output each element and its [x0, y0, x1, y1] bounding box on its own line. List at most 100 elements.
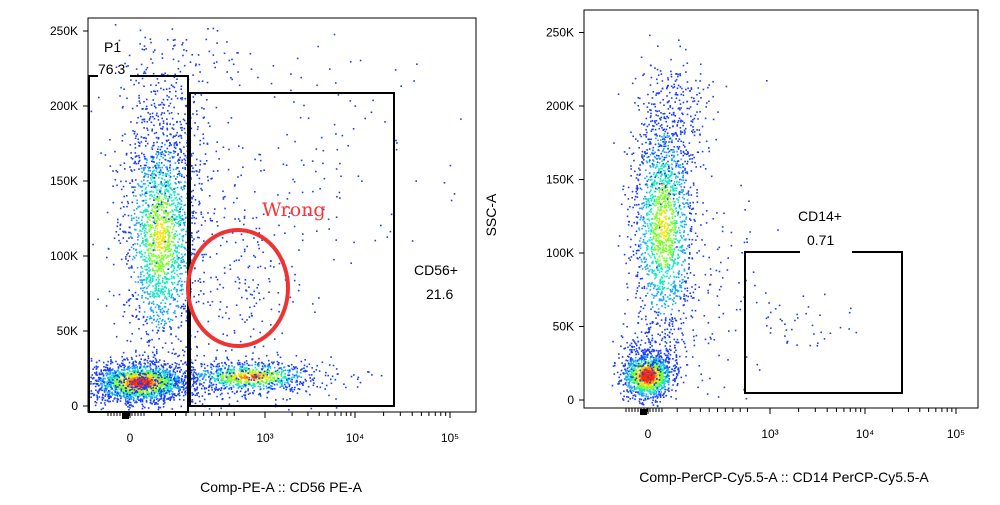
event-dot — [191, 217, 193, 219]
event-dot — [192, 369, 195, 371]
event-dot — [133, 398, 135, 400]
event-dot — [149, 252, 152, 254]
event-dot — [269, 375, 272, 377]
event-dot — [137, 138, 139, 140]
event-dot — [194, 359, 197, 362]
event-dot — [161, 151, 163, 153]
event-dot — [145, 213, 148, 216]
event-dot — [143, 378, 146, 381]
event-dot — [164, 192, 167, 195]
event-dot — [138, 82, 140, 84]
event-dot — [201, 80, 204, 82]
event-dot — [198, 177, 201, 180]
event-dot — [179, 257, 182, 260]
event-dot — [125, 390, 127, 392]
event-dot — [185, 387, 187, 390]
event-dot — [191, 236, 193, 239]
event-dot — [108, 373, 110, 376]
event-dot — [146, 365, 149, 367]
event-dot — [316, 385, 318, 388]
event-dot — [112, 263, 115, 266]
event-dot — [109, 369, 112, 372]
event-dot — [179, 141, 181, 144]
event-dot — [127, 385, 129, 388]
event-dot — [202, 259, 204, 262]
event-dot — [154, 372, 156, 374]
event-dot — [163, 360, 166, 362]
event-dot — [184, 113, 186, 115]
event-dot — [122, 230, 124, 233]
event-dot — [170, 194, 173, 196]
event-dot — [160, 192, 162, 195]
event-dot — [185, 370, 187, 372]
event-dot — [163, 398, 165, 401]
event-dot — [160, 218, 163, 220]
event-dot — [138, 390, 140, 393]
event-dot — [216, 278, 219, 281]
event-dot — [90, 381, 92, 383]
event-dot — [138, 391, 141, 394]
event-dot — [128, 397, 131, 399]
event-dot — [118, 293, 121, 296]
event-dot — [150, 41, 152, 44]
event-dot — [184, 247, 186, 249]
event-dot — [266, 387, 268, 389]
event-dot — [141, 381, 144, 384]
event-dot — [173, 265, 175, 268]
event-dot — [181, 161, 183, 164]
event-dot — [141, 121, 143, 124]
event-dot — [303, 364, 306, 367]
event-dot — [172, 203, 174, 206]
event-dot — [176, 121, 178, 124]
event-dot — [164, 297, 166, 299]
event-dot — [184, 376, 186, 379]
event-dot — [231, 365, 233, 367]
event-dot — [160, 288, 162, 290]
event-dot — [178, 251, 180, 254]
event-dot — [213, 372, 215, 375]
event-dot — [105, 372, 107, 375]
event-dot — [182, 386, 185, 389]
event-dot — [192, 374, 194, 377]
event-dot — [160, 113, 163, 116]
event-dot — [116, 171, 119, 173]
event-dot — [175, 315, 177, 318]
event-dot — [165, 206, 168, 209]
event-dot — [280, 367, 282, 369]
event-dot — [181, 243, 183, 246]
event-dot — [172, 156, 174, 159]
event-dot — [179, 134, 181, 137]
event-dot — [106, 383, 109, 385]
event-dot — [169, 183, 172, 185]
event-dot — [134, 152, 137, 154]
event-dot — [146, 272, 149, 275]
event-dot — [162, 313, 164, 316]
event-dot — [161, 288, 163, 290]
event-dot — [108, 379, 110, 381]
event-dot — [200, 213, 203, 215]
event-dot — [233, 366, 236, 368]
event-dot — [171, 363, 174, 366]
event-dot — [137, 318, 140, 320]
event-dot — [138, 305, 141, 307]
event-dot — [141, 407, 144, 410]
event-dot — [132, 130, 134, 132]
event-dot — [138, 142, 141, 145]
event-dot — [216, 365, 218, 367]
event-dot — [155, 222, 158, 225]
event-dot — [216, 363, 219, 366]
event-dot — [157, 400, 160, 402]
event-dot — [181, 129, 183, 131]
event-dot — [222, 146, 225, 148]
event-dot — [169, 303, 172, 305]
event-dot — [136, 398, 139, 401]
event-dot — [237, 71, 239, 73]
event-dot — [178, 389, 180, 391]
event-dot — [138, 362, 141, 364]
event-dot — [136, 208, 138, 210]
event-dot — [152, 374, 155, 376]
event-dot — [177, 211, 180, 214]
event-dot — [197, 280, 200, 282]
event-dot — [134, 186, 137, 188]
event-dot — [192, 384, 194, 386]
